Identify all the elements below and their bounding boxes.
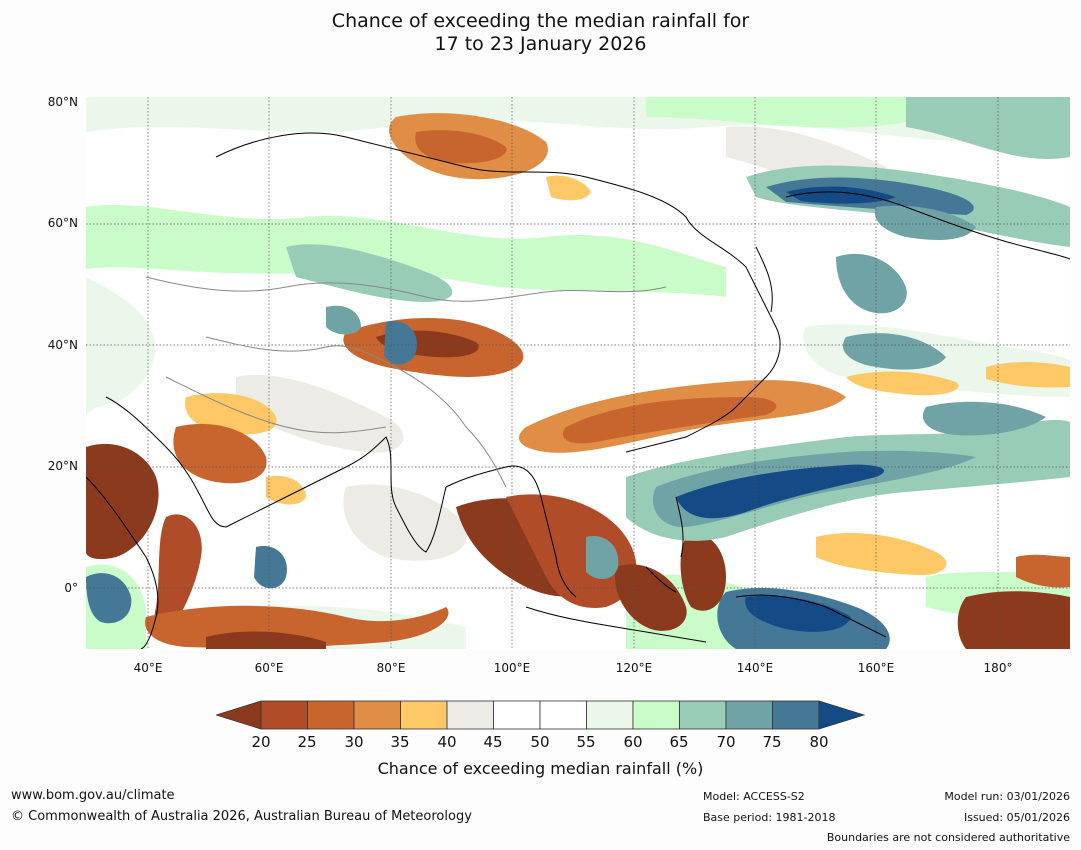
lon-label-140e: 140°E xyxy=(736,661,774,675)
map-title: Chance of exceeding the median rainfall … xyxy=(0,10,1081,56)
colorbar-tick-20: 20 xyxy=(251,733,271,751)
colorbar-segment xyxy=(772,700,820,730)
lon-label-60e: 60°E xyxy=(254,661,284,675)
coastlines xyxy=(86,132,1070,649)
colorbar-tick-55: 55 xyxy=(576,733,596,751)
lat-label-20n: 20°N xyxy=(47,459,78,473)
colorbar-segment xyxy=(400,700,448,730)
lon-label-180: 180° xyxy=(983,661,1013,675)
colorbar-tick-65: 65 xyxy=(669,733,689,751)
lat-label-60n: 60°N xyxy=(47,216,78,230)
lon-label-80e: 80°E xyxy=(376,661,406,675)
colorbar-tick-70: 70 xyxy=(716,733,736,751)
colorbar-arrow-low xyxy=(216,700,262,730)
colorbar-segment xyxy=(632,700,680,730)
lon-label-120e: 120°E xyxy=(615,661,653,675)
graticule xyxy=(86,97,1070,649)
colorbar-segment xyxy=(725,700,773,730)
footer-disclaimer: Boundaries are not considered authoritat… xyxy=(826,831,1070,844)
map-canvas xyxy=(86,97,1070,649)
colorbar-tick-35: 35 xyxy=(390,733,410,751)
colorbar-segment xyxy=(539,700,587,730)
colorbar-tick-80: 80 xyxy=(809,733,829,751)
footer-issued: Issued: 05/01/2026 xyxy=(963,811,1070,824)
colorbar-tick-60: 60 xyxy=(623,733,643,751)
lat-label-40n: 40°N xyxy=(47,338,78,352)
colorbar-segment xyxy=(679,700,727,730)
below-median-fields xyxy=(86,113,1070,649)
colorbar-segment xyxy=(493,700,541,730)
above-median-fields xyxy=(86,165,1070,649)
colorbar-segment xyxy=(586,700,634,730)
colorbar-tick-30: 30 xyxy=(344,733,364,751)
colorbar xyxy=(216,700,866,730)
colorbar-tick-40: 40 xyxy=(437,733,457,751)
colorbar-segment xyxy=(446,700,494,730)
colorbar-segment xyxy=(260,700,308,730)
colorbar-label: Chance of exceeding median rainfall (%) xyxy=(377,759,704,778)
lon-label-40e: 40°E xyxy=(133,661,163,675)
lon-label-160e: 160°E xyxy=(857,661,895,675)
colorbar-tick-75: 75 xyxy=(762,733,782,751)
footer-base-period: Base period: 1981-2018 xyxy=(703,811,836,824)
country-boundaries xyxy=(145,276,667,488)
footer-model: Model: ACCESS-S2 xyxy=(703,790,805,803)
title-line-1: Chance of exceeding the median rainfall … xyxy=(331,10,750,32)
colorbar-tick-50: 50 xyxy=(530,733,550,751)
rainfall-probability-map xyxy=(86,97,1070,649)
colorbar-arrow-high xyxy=(818,700,866,730)
footer-website: www.bom.gov.au/climate xyxy=(11,788,175,803)
title-line-2: 17 to 23 January 2026 xyxy=(434,33,647,55)
lon-label-100e: 100°E xyxy=(493,661,531,675)
lat-label-80n: 80°N xyxy=(47,95,78,109)
colorbar-tick-45: 45 xyxy=(483,733,503,751)
footer-model-run: Model run: 03/01/2026 xyxy=(944,790,1070,803)
footer-copyright: © Commonwealth of Australia 2026, Austra… xyxy=(11,809,472,824)
lat-label-0: 0° xyxy=(64,581,78,595)
colorbar-tick-25: 25 xyxy=(297,733,317,751)
colorbar-segment xyxy=(307,700,355,730)
colorbar-segment xyxy=(353,700,401,730)
